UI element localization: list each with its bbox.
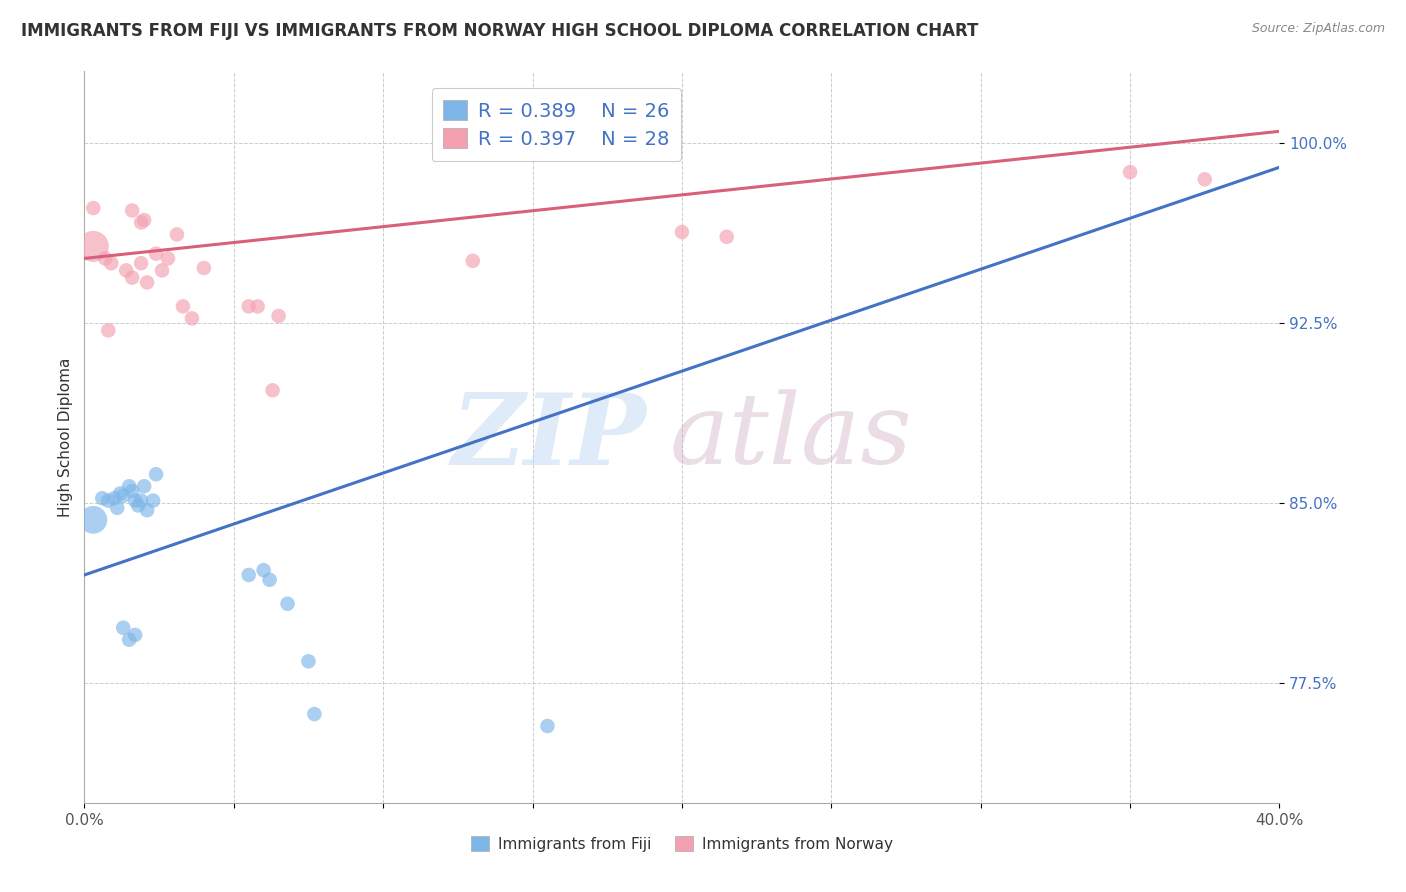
Point	[91, 491, 114, 506]
Point	[267, 309, 290, 323]
Point	[136, 503, 159, 517]
Point	[238, 568, 260, 582]
Point	[172, 299, 194, 313]
Point	[82, 513, 104, 527]
Point	[461, 253, 484, 268]
Point	[82, 201, 104, 215]
Point	[142, 493, 165, 508]
Point	[536, 719, 558, 733]
Point	[304, 707, 326, 722]
Point	[112, 621, 135, 635]
Point	[82, 239, 104, 253]
Point	[118, 479, 141, 493]
Point	[121, 483, 143, 498]
Point	[124, 628, 146, 642]
Point	[1194, 172, 1216, 186]
Point	[150, 263, 173, 277]
Point	[145, 467, 167, 482]
Point	[259, 573, 281, 587]
Point	[121, 203, 143, 218]
Point	[238, 299, 260, 313]
Text: atlas: atlas	[671, 390, 912, 484]
Point	[129, 256, 152, 270]
Y-axis label: High School Diploma: High School Diploma	[58, 358, 73, 516]
Point	[97, 493, 120, 508]
Point	[110, 486, 132, 500]
Point	[277, 597, 299, 611]
Point	[103, 491, 125, 506]
Point	[297, 654, 319, 668]
Point	[136, 276, 159, 290]
Point	[253, 563, 276, 577]
Point	[132, 479, 156, 493]
Point	[105, 500, 128, 515]
Point	[181, 311, 204, 326]
Point	[193, 260, 215, 275]
Point	[129, 215, 152, 229]
Point	[100, 256, 122, 270]
Point	[157, 252, 180, 266]
Legend: Immigrants from Fiji, Immigrants from Norway: Immigrants from Fiji, Immigrants from No…	[461, 827, 903, 861]
Point	[118, 632, 141, 647]
Point	[671, 225, 693, 239]
Point	[716, 230, 738, 244]
Point	[127, 499, 149, 513]
Point	[262, 384, 284, 398]
Text: Source: ZipAtlas.com: Source: ZipAtlas.com	[1251, 22, 1385, 36]
Point	[246, 299, 269, 313]
Point	[112, 489, 135, 503]
Point	[145, 246, 167, 260]
Point	[97, 323, 120, 337]
Point	[166, 227, 188, 242]
Point	[115, 263, 138, 277]
Point	[124, 493, 146, 508]
Point	[1119, 165, 1142, 179]
Text: IMMIGRANTS FROM FIJI VS IMMIGRANTS FROM NORWAY HIGH SCHOOL DIPLOMA CORRELATION C: IMMIGRANTS FROM FIJI VS IMMIGRANTS FROM …	[21, 22, 979, 40]
Point	[129, 493, 152, 508]
Point	[94, 252, 117, 266]
Text: ZIP: ZIP	[451, 389, 647, 485]
Point	[121, 270, 143, 285]
Point	[132, 213, 156, 227]
